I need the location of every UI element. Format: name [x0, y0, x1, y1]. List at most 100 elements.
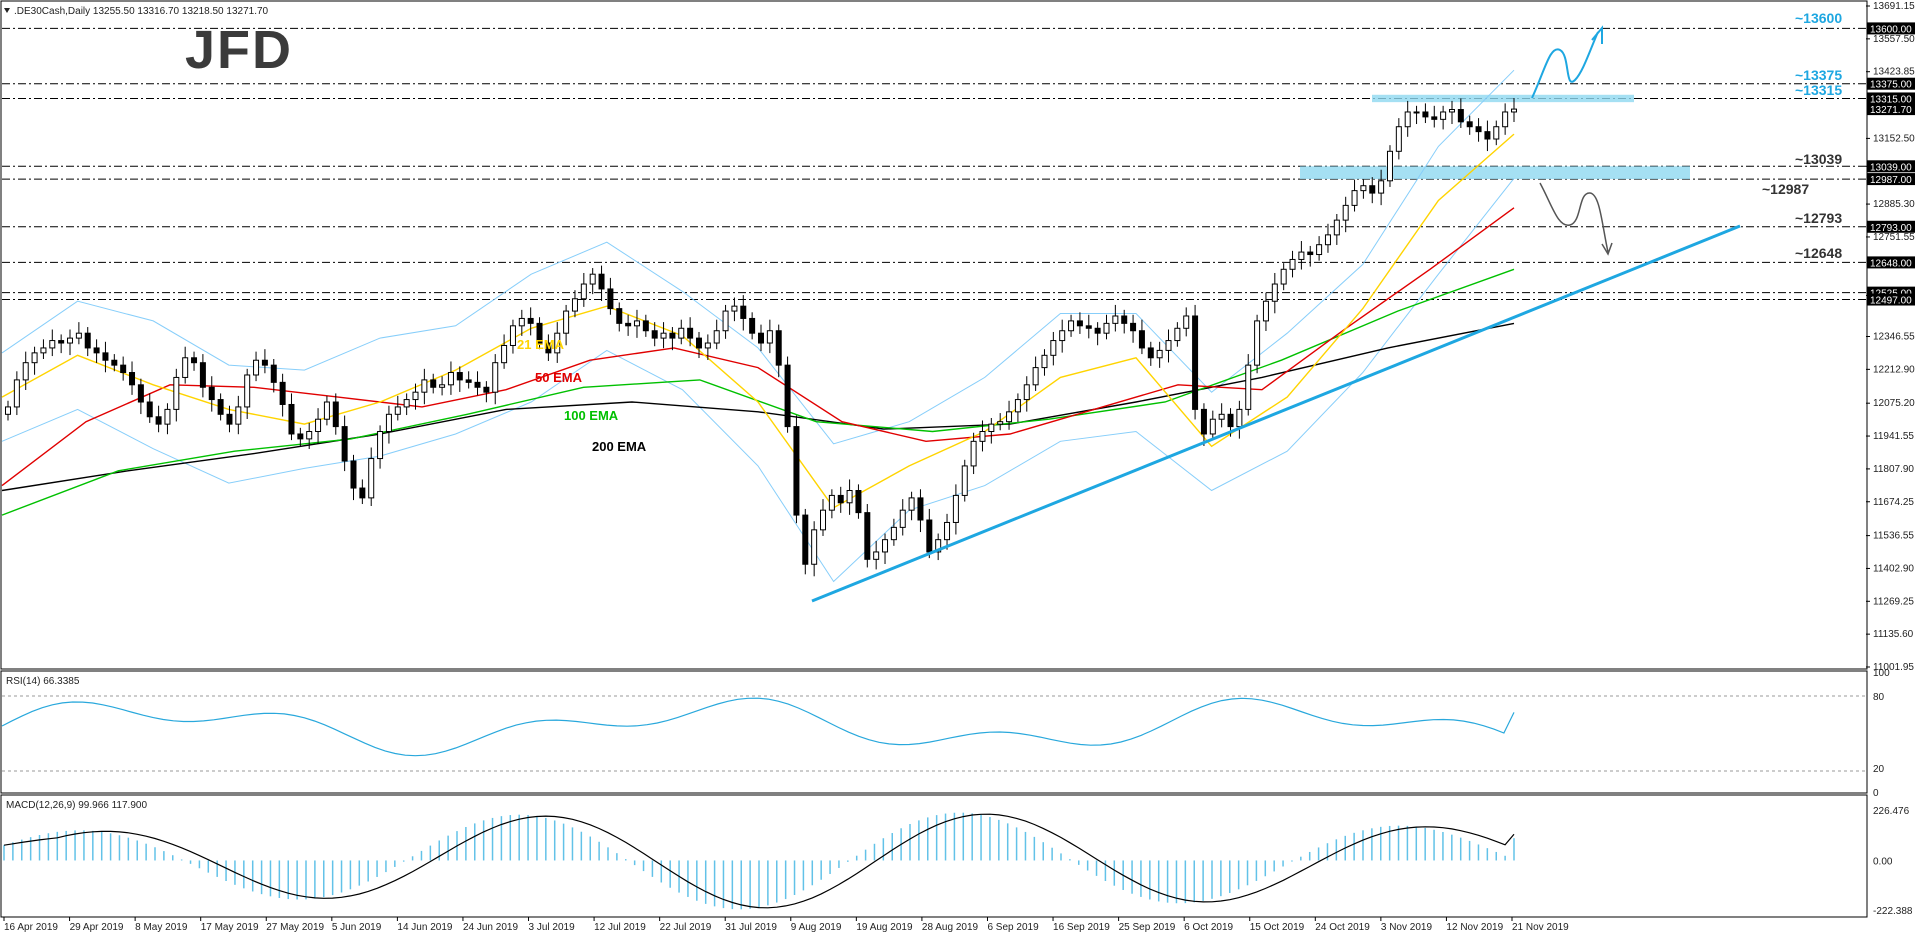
- candle-body: [563, 310, 570, 334]
- rsi-header: RSI(14) 66.3385: [6, 676, 80, 687]
- candle-body: [749, 317, 756, 334]
- price-marker-bg: [1867, 220, 1915, 233]
- candle-body: [1050, 340, 1057, 356]
- date-tick-label: 12 Nov 2019: [1446, 922, 1503, 933]
- rsi-tick-label: 20: [1873, 764, 1885, 775]
- candle-body: [1085, 325, 1092, 329]
- candle-body: [1289, 258, 1296, 270]
- zones: [1300, 94, 1690, 180]
- candle-body: [1369, 185, 1376, 194]
- date-tick-label: 12 Jul 2019: [594, 922, 646, 933]
- price-tick-label: 12212.90: [1873, 364, 1915, 375]
- candle-body: [616, 308, 623, 324]
- price-marker-label: 13600.00: [1870, 24, 1912, 35]
- candle-body: [1006, 411, 1013, 423]
- date-tick-label: 6 Sep 2019: [987, 922, 1039, 933]
- candle-body: [926, 519, 933, 553]
- ema100-line: [1, 268, 1515, 516]
- candle-body: [1502, 111, 1509, 128]
- candle-body: [1112, 315, 1119, 324]
- date-tick-label: 3 Nov 2019: [1381, 922, 1433, 933]
- candle-body: [1262, 300, 1269, 322]
- candle-body: [173, 376, 180, 410]
- candle-body: [129, 372, 136, 386]
- price-tick-label: 13557.50: [1873, 34, 1915, 45]
- candle-body: [1192, 315, 1199, 410]
- trendline[interactable]: [811, 224, 1741, 603]
- ema50-label: 50 EMA: [535, 370, 583, 385]
- price-marker-label: 13271.70: [1870, 105, 1912, 116]
- candle-body: [465, 379, 472, 383]
- candle-body: [1448, 109, 1455, 113]
- price-marker-label: 13039.00: [1870, 162, 1912, 173]
- candle-body: [93, 347, 100, 354]
- date-tick-label: 27 May 2019: [266, 922, 324, 933]
- macd-tick-label: 226.476: [1873, 806, 1910, 817]
- candle-body: [633, 320, 640, 327]
- candle-body: [403, 399, 410, 408]
- candle-body: [961, 465, 968, 496]
- candle-body: [253, 359, 260, 376]
- candle-body: [678, 327, 685, 339]
- candle-body: [731, 305, 738, 312]
- ema21-label: 21 EMA: [517, 337, 565, 352]
- candle-body: [261, 359, 268, 366]
- collapse-icon[interactable]: [4, 8, 10, 13]
- candle-body: [1254, 320, 1261, 366]
- candle-body: [430, 379, 437, 388]
- sub-axes: 100 80 20 0 226.476 0.00 -222.388: [1873, 668, 1913, 917]
- date-tick-label: 15 Oct 2019: [1250, 922, 1305, 933]
- candle-body: [359, 487, 366, 499]
- macd-tick-label: -222.388: [1873, 906, 1913, 917]
- candle-body: [589, 273, 596, 285]
- candle-body: [828, 494, 835, 511]
- ema200-label: 200 EMA: [592, 439, 647, 454]
- ema21-line: [1, 133, 1515, 509]
- candle-body: [864, 512, 871, 560]
- price-tick-label: 11674.25: [1873, 497, 1914, 508]
- candle-body: [775, 330, 782, 366]
- level-label: ~12793: [1795, 210, 1842, 226]
- date-tick-label: 19 Aug 2019: [856, 922, 913, 933]
- price-marker-bg: [1867, 103, 1915, 116]
- date-tick-label: 29 Apr 2019: [70, 922, 124, 933]
- candle-body: [1298, 251, 1305, 260]
- candle-body: [288, 403, 295, 435]
- candle-body: [1165, 340, 1172, 351]
- candle-body: [695, 337, 702, 349]
- candle-body: [120, 364, 127, 374]
- level-label: ~13315: [1795, 82, 1842, 98]
- price-tick-label: 13423.85: [1873, 67, 1915, 78]
- price-tick-label: 11941.55: [1873, 431, 1914, 442]
- candle-body: [1307, 251, 1314, 256]
- candle-body: [235, 406, 242, 425]
- candle-body: [1218, 413, 1225, 420]
- price-axis: 13691.15 13557.50 13423.85 13152.50 13039.00…: [1866, 1, 1915, 673]
- candle-body: [1156, 349, 1163, 359]
- macd-indicator: [3, 812, 1515, 910]
- candle-body: [394, 406, 401, 415]
- price-tick-label: 11536.55: [1873, 531, 1914, 542]
- rsi-tick-label: 100: [1873, 668, 1890, 679]
- candle-body: [899, 509, 906, 528]
- candle-body: [811, 529, 818, 565]
- date-tick-label: 16 Sep 2019: [1053, 922, 1110, 933]
- price-marker-bg: [1867, 256, 1915, 269]
- candle-body: [155, 416, 162, 425]
- logo-text: JFD: [185, 20, 293, 80]
- candle-body: [784, 364, 791, 428]
- level-label: ~12648: [1795, 245, 1842, 261]
- candle-body: [456, 372, 463, 381]
- level-label: ~13039: [1795, 151, 1842, 167]
- candle-body: [740, 305, 747, 319]
- candle-body: [439, 384, 446, 388]
- rsi-panel: [0, 670, 1868, 794]
- candle-body: [660, 332, 667, 339]
- price-marker-label: 12987.00: [1870, 175, 1912, 186]
- candle-body: [979, 431, 986, 442]
- candle-body: [669, 332, 676, 339]
- price-marker-bg: [1867, 173, 1915, 186]
- candle-body: [935, 539, 942, 553]
- candle-body: [226, 413, 233, 425]
- price-tick-label: 12885.30: [1873, 199, 1915, 210]
